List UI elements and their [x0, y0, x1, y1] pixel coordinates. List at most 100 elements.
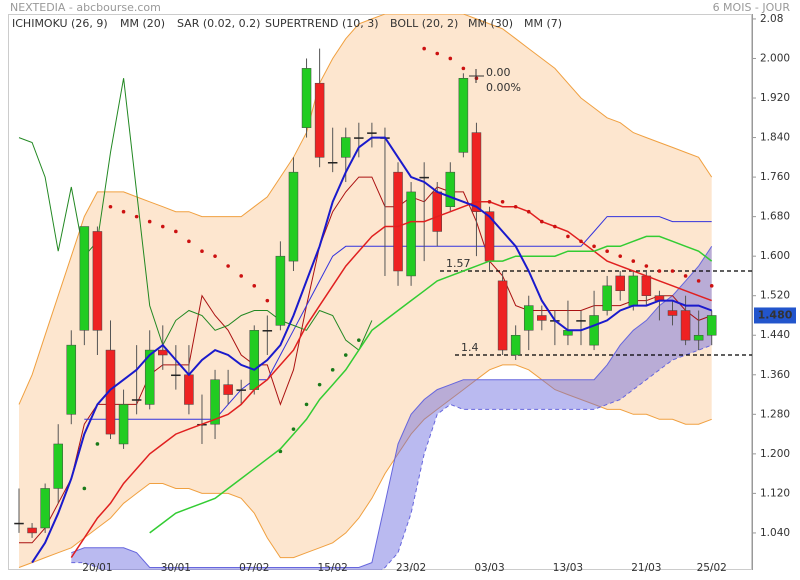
- candle-body: [301, 68, 312, 128]
- indicator-dot: [448, 56, 453, 61]
- ichimoku-span-b: [71, 344, 712, 570]
- x-tick-label: 23/02: [396, 562, 426, 574]
- candle-body: [445, 171, 456, 207]
- indicator-dot: [566, 234, 570, 239]
- legend-entry: MM (20): [120, 17, 165, 30]
- ichimoku-chikou: [18, 78, 373, 351]
- legend-entry: ICHIMOKU (26, 9): [12, 17, 108, 30]
- indicator-dot: [422, 46, 426, 51]
- candle-body: [628, 275, 639, 306]
- annotation: 0.00: [486, 66, 511, 79]
- ichimoku-cloud: [71, 246, 712, 570]
- candle-body: [537, 315, 547, 321]
- candle-body: [105, 349, 116, 435]
- candle-body: [641, 275, 652, 296]
- candle-body: [27, 527, 37, 534]
- candle-body: [314, 82, 325, 158]
- candle-body: [118, 404, 129, 445]
- candle-body: [327, 162, 338, 164]
- indicator-dot: [213, 254, 217, 258]
- candle-body: [236, 389, 246, 391]
- indicator-dot: [709, 284, 714, 288]
- indicator-dot: [670, 269, 675, 273]
- y-tick-label: 1.840: [760, 132, 790, 144]
- indicator-dot: [330, 368, 335, 372]
- candle-body: [667, 310, 678, 316]
- indicator-dot: [121, 209, 126, 214]
- candle-body: [92, 231, 103, 331]
- indicator-dot: [160, 224, 165, 229]
- candle-body: [184, 374, 194, 405]
- candle-body: [497, 280, 508, 351]
- indicator-dot: [618, 254, 623, 258]
- indicator-dot: [200, 249, 204, 254]
- x-tick-label: 21/03: [631, 562, 661, 574]
- candle-body: [602, 285, 612, 311]
- candle-body: [589, 315, 599, 346]
- y-tick-label: 2.000: [760, 52, 790, 64]
- x-tick-label: 25/02: [697, 562, 727, 574]
- legend-entry: MM (7): [524, 17, 562, 30]
- y-tick-label: 1.760: [760, 171, 790, 183]
- indicator-dot: [291, 427, 296, 431]
- indicator-dot: [579, 239, 583, 244]
- candle-body: [249, 330, 260, 390]
- candle-body: [53, 443, 63, 489]
- candle-body: [262, 330, 273, 332]
- candle-body: [131, 399, 142, 401]
- y-tick-label: 1.120: [760, 487, 790, 499]
- candle-body: [419, 176, 429, 179]
- plot-area: 1.57 1.4: [14, 14, 752, 570]
- indicator-dot: [82, 486, 87, 491]
- indicator-dot: [134, 214, 139, 219]
- ichimoku-span-a: [71, 246, 713, 568]
- candle-body: [523, 305, 534, 331]
- y-tick-label: 1.680: [760, 211, 790, 223]
- indicator-dot: [487, 200, 492, 204]
- x-tick-label: 13/03: [553, 562, 583, 574]
- candle-body: [288, 171, 299, 262]
- y-tick-label: 1.280: [760, 408, 790, 420]
- x-tick-label: 07/02: [239, 562, 269, 574]
- legend-entry: SUPERTREND (10, 3): [265, 17, 379, 30]
- level-label: 1.57: [446, 257, 471, 270]
- axes: 2.08 2.000 1.920 1.840 1.760 1.680 1.600 1.520 1…: [12, 13, 796, 574]
- last-price-tag: [754, 307, 796, 324]
- plot-frame: [8, 14, 752, 570]
- y-tick-label: 1.600: [760, 250, 790, 262]
- candle-body: [275, 255, 286, 326]
- y-tick-label: 2.08: [760, 13, 783, 25]
- candle-body: [471, 132, 482, 212]
- indicator-dot: [553, 224, 557, 229]
- last-price-label: 1.480: [758, 308, 793, 321]
- bollinger-upper: [18, 14, 713, 405]
- candle-body: [171, 374, 181, 377]
- indicator-dot: [631, 259, 636, 263]
- candle-body: [223, 384, 233, 395]
- y-tick-label: 1.360: [760, 369, 790, 381]
- indicator-dot: [147, 219, 152, 224]
- indicator-dot: [108, 204, 113, 209]
- candle-body: [144, 349, 155, 405]
- candle-body: [693, 334, 704, 341]
- indicator-dot: [357, 338, 361, 342]
- moving-average: [70, 201, 712, 559]
- candle-body: [406, 191, 416, 277]
- indicator-dot: [265, 298, 270, 303]
- indicator-dot: [252, 284, 257, 288]
- candle-body: [510, 334, 521, 356]
- x-tick-label: 20/01: [82, 562, 112, 574]
- candle-body: [40, 488, 50, 529]
- candle-body: [615, 275, 625, 292]
- indicator-dot: [95, 442, 100, 446]
- indicator-dot: [644, 264, 649, 268]
- moving-average: [149, 235, 713, 534]
- candle-body: [393, 171, 403, 272]
- legend-entry: BOLL (20, 2): [390, 17, 458, 30]
- y-tick-label: 1.520: [760, 290, 790, 302]
- candle-body: [432, 191, 442, 232]
- indicator-dot: [592, 244, 596, 249]
- annotation: 0.00%: [486, 81, 521, 94]
- candle-body: [458, 77, 469, 153]
- indicator-dot: [500, 200, 505, 204]
